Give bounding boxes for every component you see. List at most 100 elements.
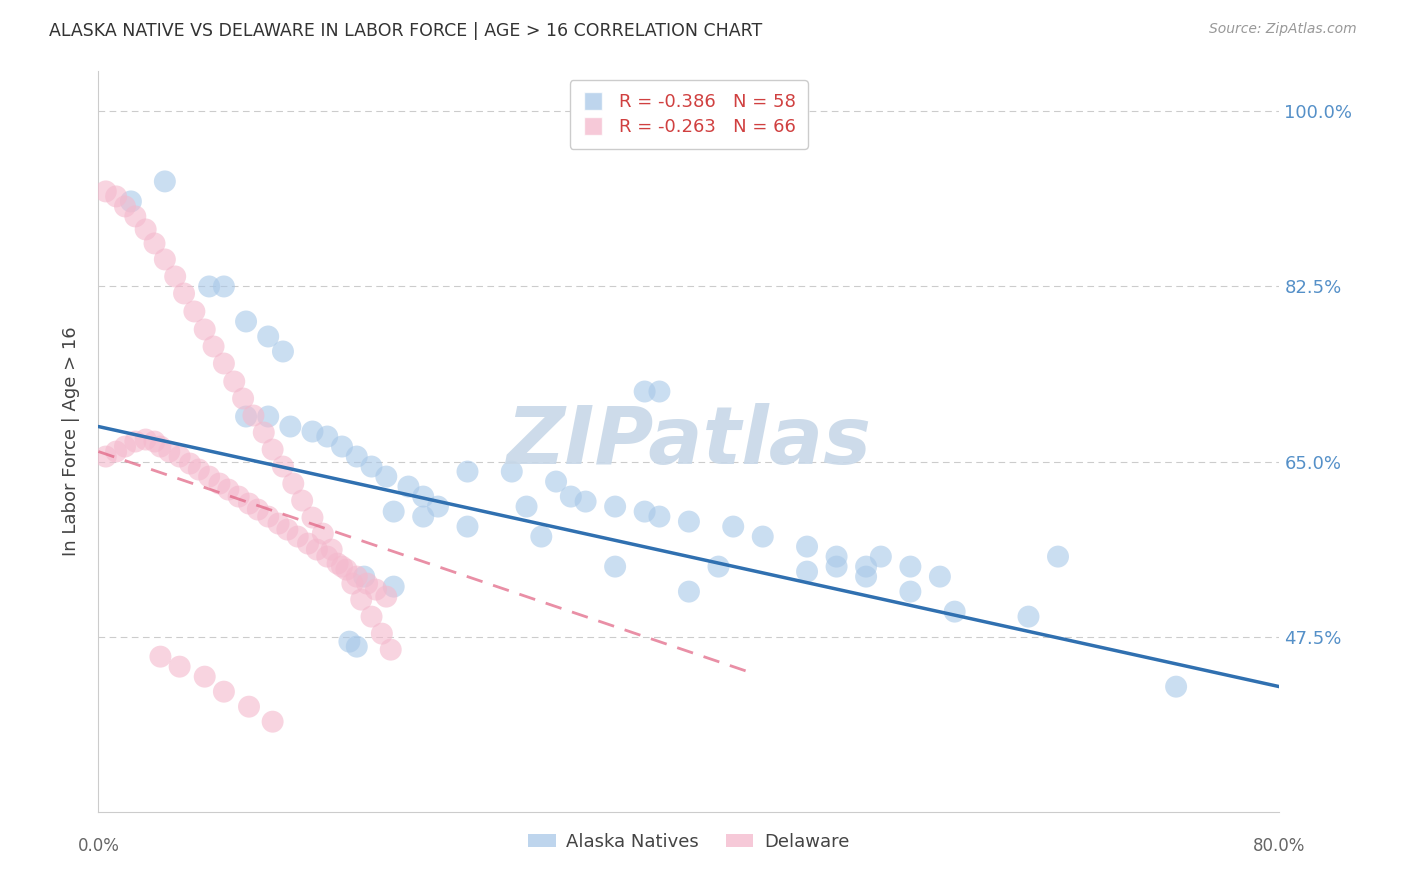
Point	[360, 609, 382, 624]
Point	[335, 563, 357, 577]
Point	[371, 626, 394, 640]
Point	[339, 634, 361, 648]
Point	[153, 252, 176, 267]
Point	[530, 530, 553, 544]
Point	[346, 569, 368, 583]
Point	[305, 542, 328, 557]
Point	[326, 557, 349, 571]
Point	[353, 569, 375, 583]
Text: 0.0%: 0.0%	[77, 837, 120, 855]
Point	[516, 500, 538, 514]
Point	[194, 670, 217, 684]
Point	[316, 549, 339, 564]
Point	[149, 649, 172, 664]
Point	[900, 559, 922, 574]
Point	[262, 714, 284, 729]
Point	[228, 490, 250, 504]
Point	[346, 450, 368, 464]
Point	[412, 490, 434, 504]
Point	[114, 440, 136, 454]
Point	[232, 392, 254, 406]
Point	[796, 540, 818, 554]
Point	[135, 433, 157, 447]
Point	[648, 509, 671, 524]
Point	[291, 493, 314, 508]
Point	[208, 476, 231, 491]
Point	[825, 549, 848, 564]
Point	[283, 476, 305, 491]
Point	[546, 475, 568, 489]
Point	[238, 497, 260, 511]
Point	[105, 444, 128, 458]
Text: 80.0%: 80.0%	[1253, 837, 1306, 855]
Point	[157, 444, 180, 458]
Point	[796, 565, 818, 579]
Point	[678, 515, 700, 529]
Point	[929, 569, 952, 583]
Point	[242, 409, 264, 423]
Point	[321, 542, 343, 557]
Point	[723, 519, 745, 533]
Point	[678, 584, 700, 599]
Point	[114, 199, 136, 213]
Point	[412, 509, 434, 524]
Point	[257, 509, 280, 524]
Point	[330, 559, 353, 574]
Point	[153, 174, 176, 188]
Text: ZIPatlas: ZIPatlas	[506, 402, 872, 481]
Text: Source: ZipAtlas.com: Source: ZipAtlas.com	[1209, 22, 1357, 37]
Point	[301, 510, 323, 524]
Point	[457, 519, 479, 533]
Point	[382, 580, 405, 594]
Point	[312, 526, 335, 541]
Legend: Alaska Natives, Delaware: Alaska Natives, Delaware	[522, 826, 856, 858]
Point	[375, 590, 398, 604]
Point	[297, 536, 319, 550]
Point	[262, 442, 284, 457]
Point	[253, 425, 276, 440]
Point	[398, 479, 420, 493]
Point	[173, 286, 195, 301]
Point	[183, 304, 205, 318]
Point	[257, 409, 280, 424]
Point	[330, 440, 353, 454]
Point	[457, 465, 479, 479]
Point	[267, 516, 290, 531]
Point	[238, 699, 260, 714]
Point	[212, 279, 235, 293]
Point	[187, 462, 209, 476]
Point	[1166, 680, 1188, 694]
Point	[149, 440, 172, 454]
Point	[198, 279, 221, 293]
Point	[560, 490, 582, 504]
Y-axis label: In Labor Force | Age > 16: In Labor Force | Age > 16	[62, 326, 80, 557]
Point	[143, 236, 166, 251]
Point	[94, 185, 117, 199]
Point	[301, 425, 323, 439]
Point	[271, 344, 294, 359]
Point	[169, 450, 191, 464]
Point	[235, 409, 257, 424]
Point	[202, 339, 225, 353]
Point	[179, 457, 201, 471]
Point	[364, 582, 387, 597]
Point	[165, 269, 187, 284]
Point	[346, 640, 368, 654]
Point	[271, 459, 294, 474]
Point	[356, 576, 378, 591]
Point	[855, 569, 877, 583]
Point	[212, 684, 235, 698]
Point	[235, 314, 257, 328]
Point	[212, 357, 235, 371]
Point	[855, 559, 877, 574]
Point	[124, 210, 146, 224]
Point	[943, 605, 966, 619]
Point	[1018, 609, 1040, 624]
Point	[825, 559, 848, 574]
Point	[375, 469, 398, 483]
Point	[280, 419, 302, 434]
Point	[287, 530, 309, 544]
Point	[105, 189, 128, 203]
Point	[135, 222, 157, 236]
Point	[143, 434, 166, 449]
